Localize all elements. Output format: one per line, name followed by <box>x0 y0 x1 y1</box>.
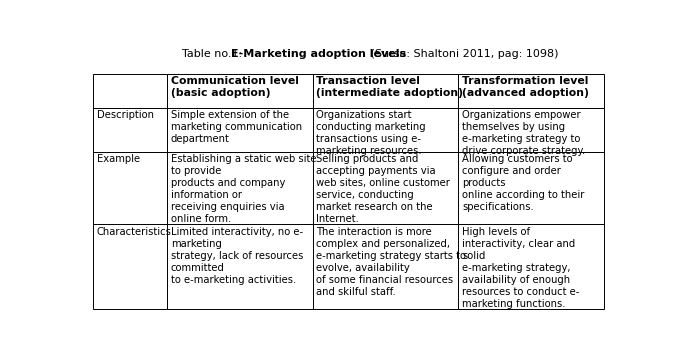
Text: High levels of
interactivity, clear and
solid
e-marketing strategy,
availability: High levels of interactivity, clear and … <box>462 226 579 309</box>
Text: The interaction is more
complex and personalized,
e-marketing strategy starts to: The interaction is more complex and pers… <box>316 226 466 296</box>
Bar <box>313 224 458 309</box>
Text: Organizations start
conducting marketing
transactions using e-
marketing resourc: Organizations start conducting marketing… <box>316 111 426 156</box>
Text: Example: Example <box>97 154 139 164</box>
Bar <box>167 74 313 108</box>
Bar <box>93 224 167 309</box>
Bar <box>167 108 313 152</box>
Text: Allowing customers to
configure and order
products
online according to their
spe: Allowing customers to configure and orde… <box>462 154 585 212</box>
Text: Selling products and
accepting payments via
web sites, online customer
service, : Selling products and accepting payments … <box>316 154 450 224</box>
Text: Limited interactivity, no e-
marketing
strategy, lack of resources
committed
to : Limited interactivity, no e- marketing s… <box>171 226 303 285</box>
Text: Description: Description <box>97 111 154 120</box>
Bar <box>93 74 167 108</box>
Bar <box>458 108 604 152</box>
Bar <box>313 108 458 152</box>
Bar <box>93 108 167 152</box>
Text: (Sursa: Shaltoni 2011, pag: 1098): (Sursa: Shaltoni 2011, pag: 1098) <box>367 49 558 59</box>
Bar <box>458 224 604 309</box>
Bar <box>313 74 458 108</box>
Bar <box>313 152 458 224</box>
Bar <box>93 152 167 224</box>
Text: E-Marketing adoption levels: E-Marketing adoption levels <box>231 49 406 59</box>
Text: Transformation level
(advanced adoption): Transformation level (advanced adoption) <box>462 77 589 98</box>
Text: Simple extension of the
marketing communication
department: Simple extension of the marketing commun… <box>171 111 302 145</box>
Text: Table no.1:: Table no.1: <box>182 49 245 59</box>
Text: Establishing a static web site
to provide
products and company
information or
re: Establishing a static web site to provid… <box>171 154 316 224</box>
Bar <box>458 152 604 224</box>
Bar <box>167 152 313 224</box>
Text: Communication level
(basic adoption): Communication level (basic adoption) <box>171 77 299 98</box>
Text: Transaction level
(intermediate adoption): Transaction level (intermediate adoption… <box>316 77 463 98</box>
Text: Characteristics: Characteristics <box>97 226 171 237</box>
Text: Organizations empower
themselves by using
e-marketing strategy to
drive corporat: Organizations empower themselves by usin… <box>462 111 585 156</box>
Bar <box>167 224 313 309</box>
Bar <box>458 74 604 108</box>
